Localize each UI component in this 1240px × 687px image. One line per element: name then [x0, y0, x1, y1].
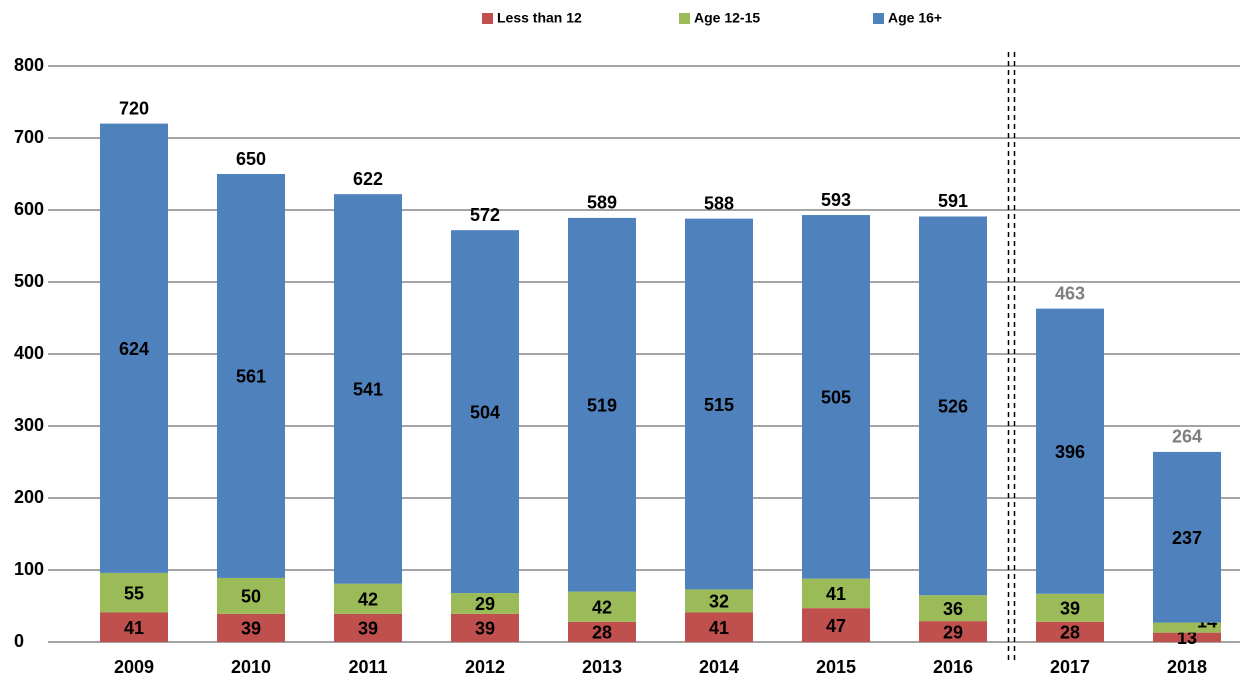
data-label: 47 [826, 616, 846, 636]
y-tick-label: 100 [14, 559, 44, 579]
data-label: 39 [358, 619, 378, 639]
bar-segment [802, 578, 870, 609]
bar-segment [334, 583, 402, 614]
bar-segment [334, 613, 402, 642]
y-tick-label: 200 [14, 487, 44, 507]
y-tick-label: 600 [14, 199, 44, 219]
total-label: 593 [821, 190, 851, 210]
bar-segment [919, 216, 987, 596]
bar-segment [217, 577, 285, 614]
data-label: 526 [938, 397, 968, 417]
legend-label: Less than 12 [497, 10, 582, 26]
total-label: 572 [470, 205, 500, 225]
data-label: 624 [119, 339, 149, 359]
data-label: 55 [124, 583, 144, 603]
data-label: 32 [709, 592, 729, 612]
total-label: 591 [938, 191, 968, 211]
x-tick-label: 2017 [1050, 657, 1090, 677]
x-tick-label: 2014 [699, 657, 739, 677]
data-label: 42 [592, 597, 612, 617]
x-tick-label: 2016 [933, 657, 973, 677]
data-label: 29 [475, 594, 495, 614]
bar-segment [919, 595, 987, 622]
data-label: 505 [821, 388, 851, 408]
y-tick-label: 400 [14, 343, 44, 363]
x-tick-label: 2012 [465, 657, 505, 677]
total-label: 463 [1055, 283, 1085, 303]
bar-segment [451, 613, 519, 642]
bar-segment [685, 612, 753, 642]
bar-segment [568, 591, 636, 622]
bar-segment [451, 230, 519, 594]
bar-segment [100, 572, 168, 613]
legend-swatch [679, 13, 690, 24]
legend-label: Age 12-15 [694, 10, 760, 26]
bar-segment [1153, 622, 1221, 633]
bar-segment [100, 123, 168, 573]
data-label: 13 [1177, 628, 1197, 648]
y-tick-label: 500 [14, 271, 44, 291]
total-label: 622 [353, 169, 383, 189]
x-tick-label: 2013 [582, 657, 622, 677]
bar-segment [685, 218, 753, 590]
data-label: 519 [587, 396, 617, 416]
data-label: 41 [124, 618, 144, 638]
bar-segment [1153, 632, 1221, 642]
data-label: 36 [943, 599, 963, 619]
y-tick-label: 300 [14, 415, 44, 435]
legend-swatch [873, 13, 884, 24]
x-tick-label: 2018 [1167, 657, 1207, 677]
data-label: 39 [475, 619, 495, 639]
y-tick-label: 800 [14, 55, 44, 75]
data-label: 29 [943, 622, 963, 642]
bar-segment [1036, 621, 1104, 642]
data-label: 50 [241, 587, 261, 607]
x-tick-label: 2010 [231, 657, 271, 677]
y-tick-label: 0 [14, 631, 24, 651]
bar-segment [802, 215, 870, 579]
legend-label: Age 16+ [888, 10, 942, 26]
bar-segment [1036, 593, 1104, 622]
data-label: 42 [358, 590, 378, 610]
bar-segment [568, 621, 636, 642]
data-label: 515 [704, 395, 734, 415]
bar-segment [451, 593, 519, 614]
data-label: 504 [470, 402, 500, 422]
total-label: 720 [119, 98, 149, 118]
data-label: 541 [353, 380, 383, 400]
bar-segment [217, 174, 285, 578]
total-label: 650 [236, 149, 266, 169]
total-label: 588 [704, 193, 734, 213]
bar-segment [685, 589, 753, 613]
data-label: 41 [709, 618, 729, 638]
data-label: 28 [592, 623, 612, 643]
x-tick-label: 2011 [348, 657, 387, 677]
bar-segment [217, 613, 285, 642]
legend-swatch [482, 13, 493, 24]
bar-segment [919, 621, 987, 642]
bar-segment [100, 612, 168, 642]
total-label: 264 [1172, 427, 1202, 447]
data-label: 39 [1060, 599, 1080, 619]
bar-segment [568, 217, 636, 592]
data-label: 561 [236, 367, 266, 387]
data-label: 237 [1172, 528, 1202, 548]
x-tick-label: 2015 [816, 657, 856, 677]
x-tick-label: 2009 [114, 657, 154, 677]
data-label: 28 [1060, 623, 1080, 643]
bar-segment [1153, 451, 1221, 623]
y-tick-label: 700 [14, 127, 44, 147]
data-label: 39 [241, 619, 261, 639]
data-label: 396 [1055, 442, 1085, 462]
data-label: 41 [826, 584, 846, 604]
bar-segment [802, 608, 870, 642]
bar-segment [334, 194, 402, 584]
bar-segment [1036, 308, 1104, 594]
total-label: 589 [587, 193, 617, 213]
